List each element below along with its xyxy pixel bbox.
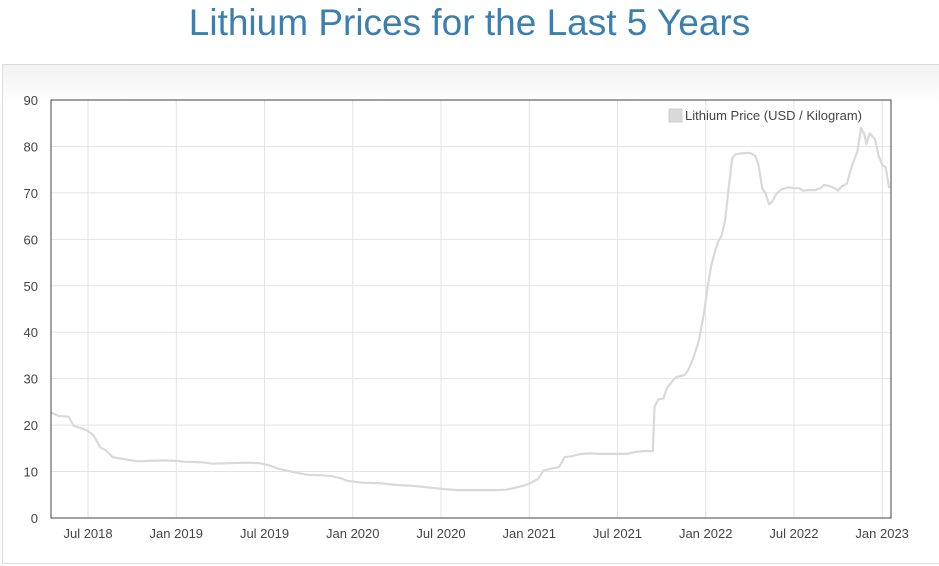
x-axis-ticks: Jul 2018 Jan 2019 Jul 2019 Jan 2020 Jul 2020… [63,526,908,541]
x-tick-label: Jan 2021 [502,526,556,541]
y-tick-label: 80 [24,139,38,154]
grid-lines [51,99,891,519]
x-tick-label: Jan 2019 [150,526,204,541]
x-tick-label: Jan 2020 [326,526,380,541]
y-tick-label: 60 [24,232,38,247]
plot-area-border [50,99,892,519]
y-tick-label: 40 [24,325,38,340]
legend-label: Lithium Price (USD / Kilogram) [685,108,862,123]
x-tick-label: Jan 2022 [679,526,733,541]
y-tick-label: 90 [24,93,38,108]
series-line-lithium-price [50,126,891,492]
x-tick-label: Jul 2022 [769,526,818,541]
legend-swatch [668,108,683,123]
y-tick-label: 0 [31,511,38,526]
x-tick-label: Jan 2023 [855,526,909,541]
y-tick-label: 10 [24,465,38,480]
chart-panel [2,64,939,564]
y-tick-label: 20 [24,418,38,433]
x-tick-label: Jul 2019 [240,526,289,541]
x-tick-label: Jul 2018 [63,526,112,541]
x-tick-label: Jul 2021 [593,526,642,541]
y-tick-label: 50 [24,279,38,294]
y-axis-ticks: 0 10 20 30 40 50 60 70 80 90 [24,93,38,526]
x-tick-label: Jul 2020 [416,526,465,541]
chart-title: Lithium Prices for the Last 5 Years [188,2,751,43]
y-tick-label: 30 [24,372,38,387]
y-tick-label: 70 [24,186,38,201]
legend[interactable]: Lithium Price (USD / Kilogram) [668,108,862,123]
